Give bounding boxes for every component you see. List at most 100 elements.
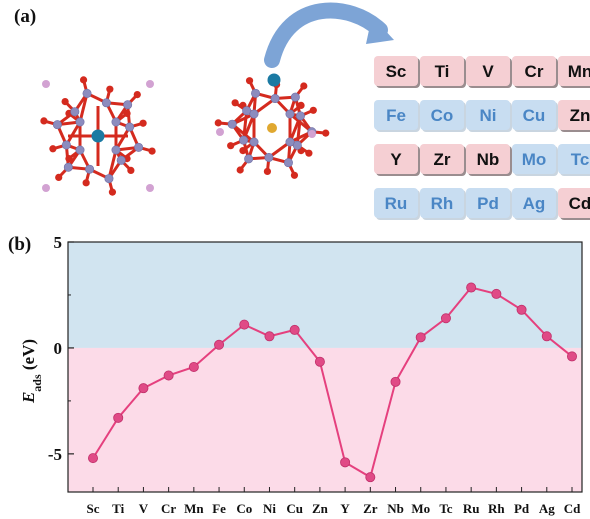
x-tick-label: Sc xyxy=(87,501,100,516)
x-axis-ticks: Sc Ti V Cr Mn Fe Co Ni Cu Zn Y Zr Nb Mo Tc Ru Rh Pd Ag Cd xyxy=(87,487,581,516)
data-point-v xyxy=(138,383,149,394)
element-cell-rh: Rh xyxy=(420,188,466,220)
element-symbol: Ni xyxy=(480,106,497,125)
element-symbol: V xyxy=(482,62,494,81)
x-tick-label: Rh xyxy=(488,501,505,516)
x-tick-label: Ag xyxy=(539,501,555,516)
element-cell-pd: Pd xyxy=(466,188,512,220)
element-symbol: Cr xyxy=(525,62,544,81)
element-cell-nb: Nb xyxy=(466,144,512,176)
element-symbol: Sc xyxy=(386,62,407,81)
element-symbol: Ti xyxy=(435,62,450,81)
element-symbol: Mn xyxy=(568,62,590,81)
y-tick-label: 0 xyxy=(54,339,63,358)
element-cell-y: Y xyxy=(374,144,420,176)
data-point-cd xyxy=(567,351,578,362)
element-cell-cd: Cd xyxy=(558,188,590,220)
element-cell-fe: Fe xyxy=(374,100,420,132)
plot-frame xyxy=(67,241,583,493)
element-symbol: Ag xyxy=(523,194,546,213)
y-axis-label: Eads (eV) xyxy=(19,339,44,404)
element-cell-ru: Ru xyxy=(374,188,420,220)
y-axis-label-unit: (eV) xyxy=(19,339,38,374)
data-point-tc xyxy=(440,313,451,324)
x-tick-label: Zn xyxy=(312,501,329,516)
data-point-y xyxy=(340,457,351,468)
element-cell-zn: Zn xyxy=(558,100,590,132)
data-point-co xyxy=(239,319,250,330)
polyoxometalate-cluster-substituted xyxy=(214,73,330,179)
element-cell-zr: Zr xyxy=(420,144,466,176)
positive-region-band xyxy=(68,242,582,348)
element-symbol: Tc xyxy=(571,150,590,169)
element-grid: Sc Ti V Cr Mn Fe Co Ni Cu Zn Y Zr Nb Mo Tc Ru Rh Pd Ag Cd xyxy=(374,56,590,220)
y-tick-label: -5 xyxy=(48,445,62,464)
data-point-ru xyxy=(466,282,477,293)
negative-region-band xyxy=(68,347,582,492)
element-symbol: Rh xyxy=(431,194,454,213)
data-point-cr xyxy=(163,370,174,381)
x-tick-label: Cr xyxy=(161,501,176,516)
element-symbol: Nb xyxy=(477,150,500,169)
element-symbol: Cu xyxy=(523,106,546,125)
panel-a-figure: Sc Ti V Cr Mn Fe Co Ni Cu Zn Y Zr Nb Mo Tc Ru Rh Pd Ag Cd xyxy=(40,2,590,220)
data-point-mo xyxy=(415,332,426,343)
element-symbol: Zn xyxy=(570,106,590,125)
polyoxometalate-cluster-front-view xyxy=(40,76,156,196)
x-tick-label: Mo xyxy=(411,501,430,516)
element-symbol: Zr xyxy=(434,150,451,169)
panel-b-label: (b) xyxy=(8,234,32,255)
panel-a-label: (a) xyxy=(14,6,37,27)
data-points xyxy=(88,282,578,483)
arrow-head-icon xyxy=(366,16,394,44)
data-point-mn xyxy=(188,361,199,372)
x-tick-label: Ni xyxy=(263,501,276,516)
data-point-sc xyxy=(88,453,99,464)
data-point-ti xyxy=(113,412,124,423)
y-axis-label-sub: ads xyxy=(30,374,44,392)
curved-arrow-icon xyxy=(264,2,388,68)
x-tick-label: Fe xyxy=(212,501,226,516)
data-point-nb xyxy=(390,376,401,387)
x-tick-label: Cu xyxy=(286,501,303,516)
element-cell-cu: Cu xyxy=(512,100,558,132)
element-symbol: Co xyxy=(431,106,454,125)
element-cell-co: Co xyxy=(420,100,466,132)
x-tick-label: Zr xyxy=(363,501,378,516)
data-point-rh xyxy=(491,288,502,299)
data-point-ni xyxy=(264,331,275,342)
element-cell-ti: Ti xyxy=(420,56,466,88)
element-symbol: Pd xyxy=(477,194,499,213)
x-tick-label: V xyxy=(139,501,149,516)
x-tick-label: Nb xyxy=(387,501,404,516)
element-symbol: Cd xyxy=(569,194,590,213)
element-symbol: Fe xyxy=(386,106,406,125)
element-cell-mn: Mn xyxy=(558,56,590,88)
element-cell-mo: Mo xyxy=(512,144,558,176)
element-cell-ag: Ag xyxy=(512,188,558,220)
x-tick-label: Y xyxy=(340,501,350,516)
y-axis-label-main: E xyxy=(19,392,38,404)
element-cell-ni: Ni xyxy=(466,100,512,132)
data-point-pd xyxy=(516,304,527,315)
y-tick-label: 5 xyxy=(54,233,63,252)
element-cell-cr: Cr xyxy=(512,56,558,88)
element-symbol: Y xyxy=(390,150,402,169)
x-tick-label: Pd xyxy=(514,501,530,516)
x-tick-label: Ti xyxy=(112,501,124,516)
data-point-zr xyxy=(365,472,376,483)
data-point-zn xyxy=(314,356,325,367)
element-cell-tc: Tc xyxy=(558,144,590,176)
element-cell-sc: Sc xyxy=(374,56,420,88)
y-axis-ticks: -5 0 5 xyxy=(48,233,74,464)
data-point-cu xyxy=(289,324,300,335)
x-tick-label: Ru xyxy=(463,501,480,516)
x-tick-label: Co xyxy=(236,501,252,516)
x-tick-label: Cd xyxy=(564,501,581,516)
adsorption-energy-chart: -5 0 5 Sc Ti V Cr Mn Fe Co Ni Cu Zn Y Zr Nb Mo Tc Ru Rh Pd A… xyxy=(19,233,583,516)
data-point-fe xyxy=(214,339,225,350)
element-symbol: Mo xyxy=(522,150,547,169)
element-symbol: Ru xyxy=(385,194,408,213)
element-cell-v: V xyxy=(466,56,512,88)
x-tick-label: Mn xyxy=(184,501,204,516)
